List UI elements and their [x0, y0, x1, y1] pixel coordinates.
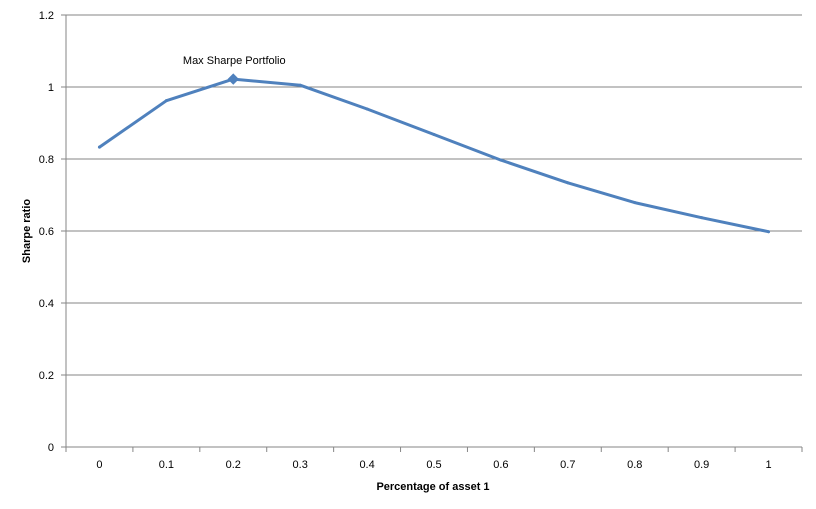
- x-tick-label: 0.7: [560, 459, 575, 471]
- x-axis-title: Percentage of asset 1: [376, 481, 489, 493]
- y-axis-title: Sharpe ratio: [21, 199, 33, 263]
- x-tick-label: 0.6: [493, 459, 508, 471]
- y-tick-label: 0.4: [39, 298, 54, 310]
- y-tick-label: 1: [48, 82, 54, 94]
- x-tick-label: 0.9: [694, 459, 709, 471]
- tick-labels: 0 0.2 0.4 0.6 0.8 1 1.2 0 0.1 0.2 0.3 0.4 0.5 0.6 0.7 0…: [39, 10, 772, 471]
- series-line: [98, 77, 770, 234]
- data-point: [365, 107, 369, 111]
- data-point: [767, 230, 771, 234]
- series-layer: [97, 73, 771, 234]
- axes: [61, 14, 803, 452]
- y-tick-label: 0.6: [39, 226, 54, 238]
- x-tick-label: 0: [96, 459, 102, 471]
- max-sharpe-marker: [227, 73, 239, 85]
- gridlines: [66, 14, 802, 376]
- data-point: [97, 145, 101, 149]
- data-point: [633, 201, 637, 205]
- x-tick-label: 0.2: [226, 459, 241, 471]
- y-tick-label: 1.2: [39, 10, 54, 22]
- data-point: [566, 181, 570, 185]
- x-tick-label: 0.8: [627, 459, 642, 471]
- x-tick-label: 0.5: [426, 459, 441, 471]
- annotation-max-sharpe: Max Sharpe Portfolio: [183, 55, 286, 67]
- data-point: [164, 99, 168, 103]
- y-tick-label: 0.8: [39, 154, 54, 166]
- x-tick-label: 0.1: [159, 459, 174, 471]
- data-point: [298, 83, 302, 87]
- x-tick-label: 1: [765, 459, 771, 471]
- x-tick-label: 0.3: [293, 459, 308, 471]
- data-point: [700, 216, 704, 220]
- y-tick-label: 0: [48, 442, 54, 454]
- data-point: [432, 133, 436, 137]
- data-point: [499, 158, 503, 162]
- x-tick-label: 0.4: [359, 459, 374, 471]
- y-tick-label: 0.2: [39, 370, 54, 382]
